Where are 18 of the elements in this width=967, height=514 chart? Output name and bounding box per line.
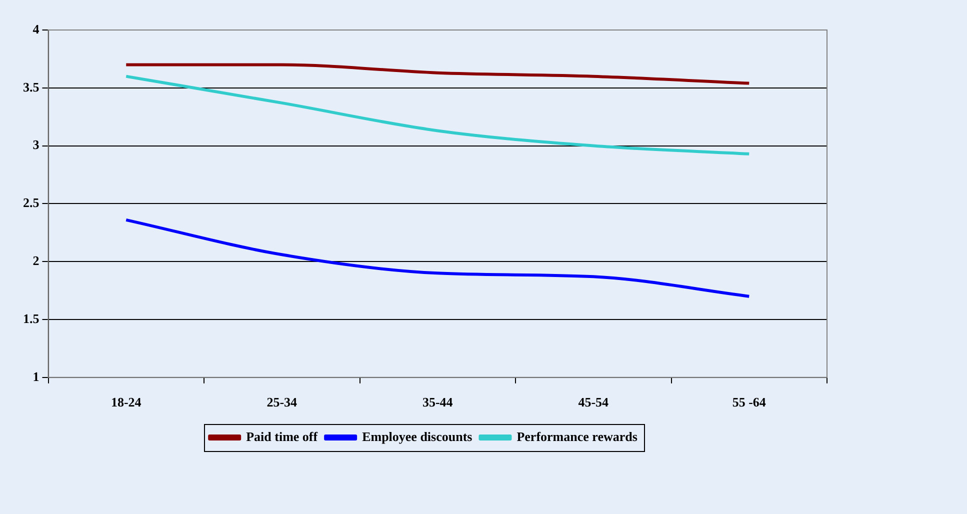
y-tick-label: 3 (32, 137, 40, 152)
y-tick-label: 4 (32, 21, 40, 36)
y-tick-label: 1 (32, 368, 40, 384)
line-series (124, 63, 751, 85)
y-tick-label: 2.5 (23, 195, 40, 210)
legend-label: Paid time off (246, 428, 318, 444)
x-tick-label: 45-54 (578, 394, 610, 410)
x-tick-label: 55 -64 (732, 394, 766, 410)
y-tick-label: 1.5 (23, 310, 40, 326)
y-tick-label: 2 (32, 252, 40, 268)
x-tick-label: 35-44 (422, 394, 454, 410)
x-tick-label: 25-34 (266, 394, 298, 410)
line-series (124, 218, 751, 298)
x-tick-label: 18-24 (110, 394, 142, 410)
y-tick-label: 3.5 (23, 79, 40, 94)
legend-label: Employee discounts (362, 428, 472, 444)
line-series (124, 74, 751, 156)
legend-label: Performance rewards (516, 428, 638, 444)
